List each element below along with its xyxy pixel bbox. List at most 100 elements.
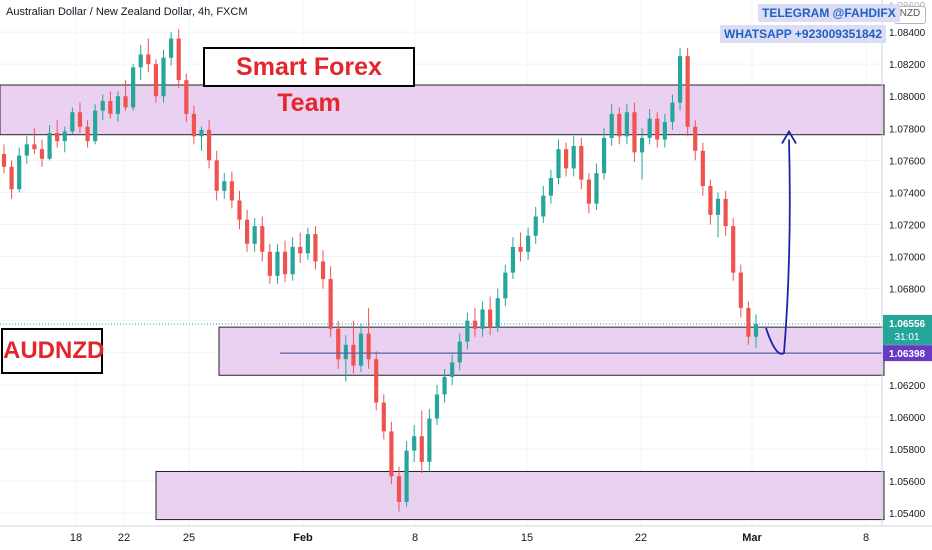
candle-body [488,309,493,328]
candle-body [39,149,45,159]
candle-body [472,320,478,329]
candle-body [275,251,280,276]
candle-body [343,344,348,360]
x-tick-label: 15 [521,532,533,544]
y-tick-label: 1.08200 [889,60,926,71]
candle-body [647,118,652,138]
y-tick-label: 1.07200 [889,221,926,232]
candle-body [548,178,553,196]
candle-body [153,64,159,97]
x-tick-label: 8 [863,532,869,544]
telegram-badge: TELEGRAM @FAHDIFX [758,4,900,22]
candle-body [138,54,143,68]
time-axis[interactable]: 18 22 25 Feb 8 15 22 Mar 8 [0,525,932,544]
candle-body [465,320,470,342]
candle-body [229,181,234,201]
candle-body [32,144,37,150]
zone-rect [218,326,885,376]
y-tick-label: 1.05400 [889,509,926,520]
candle-body [639,137,645,153]
candle-body [374,359,379,403]
y-tick-label: 1.07800 [889,124,926,135]
candle-body [191,113,196,137]
candle-body [282,251,288,275]
x-tick-label: Feb [293,532,313,544]
candle-body [503,272,508,299]
candle-body [510,246,516,273]
candle-body [85,126,90,142]
candle-body [207,129,212,161]
candle-body [47,133,52,159]
candle-body [412,436,417,451]
candle-body [609,113,614,138]
pair-label: AUDNZD [1,328,104,374]
zone-rect [155,470,885,521]
candle-body [214,160,219,191]
candle-body [526,235,531,252]
candle-body [290,246,295,275]
candle-body [677,56,683,103]
candle-body [731,226,736,273]
candle-body [161,57,166,97]
candle-body [389,431,394,477]
candle-body [17,155,22,190]
candle-body [419,436,424,462]
projection-arrow [765,139,791,355]
candle-body [24,144,29,156]
candle-body [244,219,250,244]
candle-body [351,344,356,366]
candle-body [115,96,121,114]
candle-body [123,96,128,108]
currency-badge[interactable]: NZD [894,6,926,24]
y-tick-label: 1.08400 [889,28,926,39]
candle-body [358,333,364,366]
candle-body [723,198,728,227]
candlestick-series [1,28,759,512]
whatsapp-badge: WHATSAPP +923009351842 [720,25,886,43]
candle-body [556,149,561,179]
candle-body [260,226,265,252]
candle-body [100,101,105,111]
x-tick-label: 22 [635,532,647,544]
countdown-label: 31:01 [894,332,919,343]
candle-body [571,145,576,169]
candle-body [313,234,318,262]
candle-body [93,110,98,142]
candle-body [533,216,538,236]
candle-body [146,54,151,65]
candle-body [442,376,447,395]
candle-body [267,251,272,276]
candle-body [366,333,371,360]
level-price-tag [883,345,932,362]
candle-body [579,145,584,180]
candle-body [617,113,622,137]
candle-body [184,80,189,114]
y-tick-label: 1.08000 [889,92,926,103]
candle-body [1,153,7,167]
zone-rect [0,84,885,136]
candle-body [77,112,83,127]
candle-body [298,246,303,254]
candle-body [450,362,455,377]
candle-body [495,298,500,328]
candle-body [55,133,60,142]
x-tick-label: 25 [183,532,195,544]
candle-body [564,149,569,169]
candle-body [108,101,113,114]
candle-body [434,394,440,419]
chart-grid [0,0,882,526]
candle-body [9,166,14,190]
y-tick-label: 1.07600 [889,156,926,167]
candle-body [70,112,75,132]
candle-body [738,272,743,308]
x-tick-label: Mar [742,532,762,544]
price-axis[interactable]: 1.08400 1.08200 1.08000 1.07800 1.07600 1.074… [881,0,926,526]
candle-body [199,129,204,137]
y-tick-label: 1.06800 [889,285,926,296]
candle-body [237,200,242,220]
candle-body [685,56,690,127]
candle-body [131,67,136,108]
candle-body [586,179,591,204]
x-tick-label: 8 [412,532,418,544]
